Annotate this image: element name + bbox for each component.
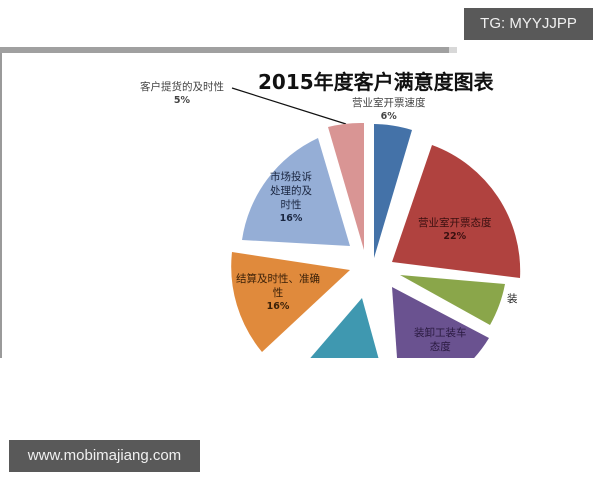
label-s7: 客户提货的及时性 5% [140, 81, 224, 106]
label-s5: 结算及时性、准确 性 16% [236, 273, 320, 312]
label-s1: 营业室开票态度 22% [418, 217, 492, 242]
slice-sales-ticket-attitude[interactable] [392, 145, 521, 278]
watermark-tg: TG: MYYJJPP [464, 8, 593, 40]
slice-settlement[interactable] [231, 252, 350, 352]
sheet-top-border [0, 47, 449, 53]
label-s6: 市场投诉 处理的及 时性 16% [270, 171, 312, 224]
watermark-url: www.mobimajiang.com [9, 440, 200, 472]
slice-pickup-timeliness[interactable] [328, 122, 364, 250]
label-s0: 营业室开票速度 6% [352, 97, 426, 122]
label-s2: 装 [507, 293, 518, 305]
slice-loader-attitude[interactable] [392, 287, 489, 358]
slice-sales-ticket-speed[interactable] [374, 124, 412, 258]
label-s3: 装卸工装车 态度 [414, 327, 467, 353]
chart-title: 2015年度客户满意度图表 [258, 70, 494, 94]
sheet-left-border [0, 53, 2, 358]
leader-line [231, 87, 347, 125]
slice-complaint-handling[interactable] [242, 138, 350, 246]
sheet-top-border-end [449, 47, 457, 53]
slice-teal[interactable] [300, 298, 390, 358]
slice-loading[interactable] [400, 275, 505, 325]
pie-chart [231, 87, 521, 358]
